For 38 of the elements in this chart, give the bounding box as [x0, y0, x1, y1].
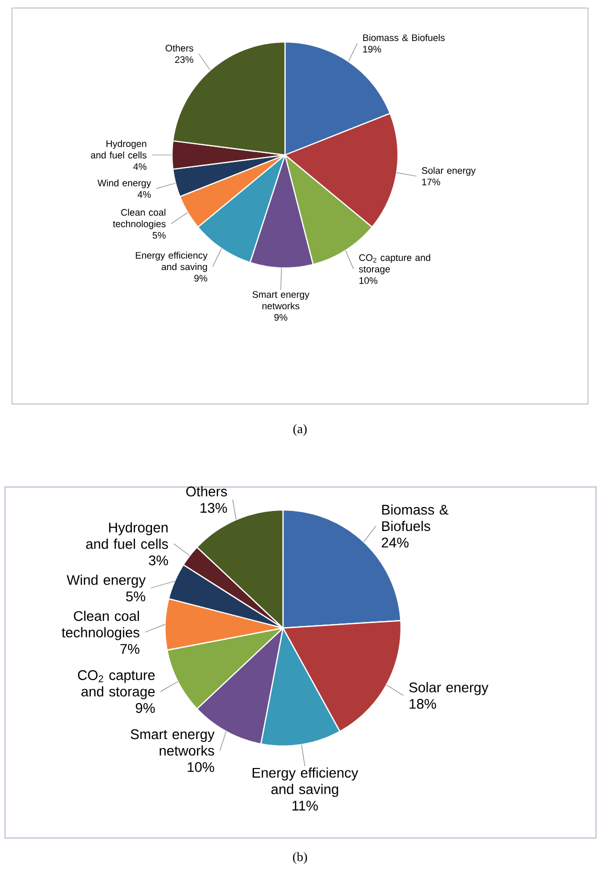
data-label: 18%: [410, 698, 436, 709]
slice-label: Smart energy networks: [130, 729, 215, 756]
data-label: 19%: [363, 46, 382, 53]
slice-label: Hydrogen and fuel cells: [86, 522, 168, 549]
slice-label: CO$_{2}$ capture and storage: [358, 254, 430, 274]
slice-label: Biomass & Biofuels: [363, 34, 445, 42]
text: (a): [293, 424, 307, 436]
slice-label: Energy efficiency and saving: [252, 767, 358, 797]
slice-label: Wind energy: [98, 179, 152, 188]
data-label: 10%: [359, 277, 378, 284]
data-label: 17%: [422, 178, 440, 186]
data-label: 13%: [200, 502, 227, 513]
slice-label: Others: [166, 44, 194, 52]
slice-label: Clean coal technologies: [62, 610, 140, 640]
slice-label: Smart energy networks: [252, 291, 310, 310]
slice-label: Clean coal technologies: [112, 208, 166, 230]
data-label: 4%: [138, 191, 151, 198]
data-label: 3%: [148, 555, 168, 566]
data-label: 24%: [382, 538, 409, 548]
slice-label: Solar energy: [409, 682, 488, 696]
text: (b): [293, 852, 307, 864]
data-label: 10%: [188, 762, 214, 772]
slice-label: CO$_{2}$ capture and storage: [78, 670, 155, 700]
data-label: 9%: [194, 274, 208, 282]
data-label: 9%: [274, 314, 288, 321]
data-label: 5%: [126, 592, 146, 602]
data-label: 9%: [136, 703, 155, 713]
slice-label: Solar energy: [422, 166, 476, 176]
data-label: 11%: [292, 800, 318, 811]
data-label: 4%: [133, 163, 146, 170]
slice-label: Wind energy: [66, 574, 146, 588]
slice-label: Others: [186, 486, 227, 496]
slice-label: Biomass & Biofuels: [382, 504, 448, 532]
slice-label: Energy efficiency and saving: [136, 252, 208, 272]
data-label: 5%: [152, 232, 166, 239]
data-label: 7%: [120, 644, 140, 654]
slice-label: Hydrogen and fuel cells: [90, 140, 146, 158]
data-label: 23%: [175, 56, 194, 63]
